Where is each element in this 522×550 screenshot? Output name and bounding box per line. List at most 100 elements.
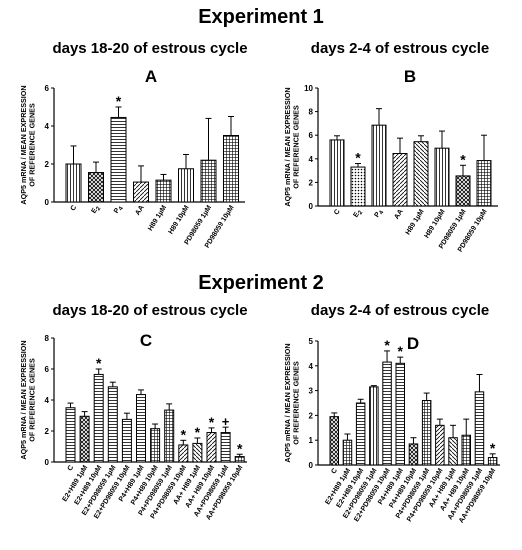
bar [220,432,231,463]
experiment-2-title: Experiment 2 [198,272,324,294]
bar [369,386,379,466]
panel-c-subtitle: days 18-20 of estrous cycle [52,302,248,319]
y-tick-label: 8 [309,108,314,117]
x-tick-label: C [330,467,339,475]
bar [413,141,429,207]
y-tick-label: 6 [45,84,50,93]
bar [178,168,194,203]
panel-d-subtitle: days 2-4 of estrous cycle [310,302,490,319]
bar [421,400,432,466]
panel-letter: A [145,67,157,86]
panel-letter: B [404,67,416,86]
significance-mark: * [460,151,466,167]
significance-mark: * [96,355,102,371]
bar [178,444,189,463]
x-tick-label: H89 1µM [147,204,168,232]
y-tick-label: 6 [309,131,314,140]
panel-c: C AQP5 mRNA / MEAN EXPRESSIONOF REFERENCE… [19,331,247,521]
x-tick-label: AA [393,208,404,220]
y-tick-label: 2 [309,411,314,420]
x-tick-label: E2 [353,208,365,220]
x-tick-label: C [67,464,76,472]
panel-a: A AQP5 mRNA / MEAN EXPRESSIONOF REFERENCE… [19,67,245,249]
y-tick-label: 2 [45,160,50,169]
significance-mark: * [237,440,243,456]
x-tick-label: C [333,208,342,216]
bar [434,147,450,207]
x-tick-label: H89 10µM [424,208,447,239]
y-tick-label: 2 [309,178,314,187]
significance-mark: * [398,343,404,359]
x-tick-label: P4 [113,204,125,216]
y-tick-label: 10 [304,84,313,93]
significance-mark: * [116,93,122,109]
y-axis-label: AQP5 mRNA / MEAN EXPRESSIONOF REFERENCE … [283,87,301,206]
panel-b: B AQP5 mRNA / MEAN EXPRESSIONOF REFERENCE… [283,67,498,253]
y-axis-label: AQP5 mRNA / MEAN EXPRESSIONOF REFERENCE … [283,343,301,462]
y-axis-label: AQP5 mRNA / MEAN EXPRESSIONOF REFERENCE … [19,85,37,204]
significance-mark: * [384,337,390,353]
bar [329,416,339,466]
bar [65,163,82,203]
bar [382,361,392,466]
bar [461,434,471,466]
bar [435,424,445,466]
bar [164,409,175,463]
x-tick-label: P4 [374,208,386,220]
significance-mark: * [355,150,361,166]
y-tick-label: 5 [309,337,314,346]
bar [355,402,366,466]
bar [395,362,405,466]
y-tick-label: 1 [309,436,314,445]
bar [223,135,239,203]
significance-mark: * [209,414,215,430]
y-tick-label: 3 [309,387,314,396]
y-tick-label: 0 [309,202,314,211]
bar [65,407,76,463]
significance-mark: * [490,440,496,456]
y-tick-label: 2 [45,427,50,436]
bar [107,386,118,463]
bar [350,166,366,207]
x-tick-label: C [70,204,79,212]
bar [93,373,104,463]
x-tick-label: H89 1µM [405,208,426,236]
bar [88,172,104,203]
panel-b-subtitle: days 2-4 of estrous cycle [310,40,490,57]
bar [200,159,217,203]
bar [121,418,132,463]
bar [342,439,353,466]
y-tick-label: 4 [45,122,50,131]
y-axis-label: AQP5 mRNA / MEAN EXPRESSIONOF REFERENCE … [19,340,37,459]
experiment-1-title: Experiment 1 [198,6,324,28]
x-tick-label: AA [134,204,145,216]
bar [192,442,203,463]
bar [155,179,172,203]
bar [371,124,387,207]
y-tick-label: 4 [309,362,314,371]
y-tick-label: 4 [309,155,314,164]
panel-d: D AQP5 mRNA / MEAN EXPRESSIONOF REFERENCE… [283,334,500,524]
bar [474,391,485,466]
bar [487,457,498,466]
y-tick-label: 0 [45,198,50,207]
bar [79,415,90,463]
y-tick-label: 0 [309,461,314,470]
bar [206,432,217,463]
y-tick-label: 0 [45,458,50,467]
y-tick-label: 8 [45,334,50,343]
panel-letter: C [140,331,152,350]
y-tick-label: 4 [45,396,50,405]
bar [133,181,149,203]
bar [392,152,408,207]
significance-mark: + [222,414,230,429]
bar [329,139,345,207]
y-tick-label: 6 [45,365,50,374]
bar [150,428,161,463]
bar [110,116,127,203]
x-tick-label: E2 [91,204,103,216]
bar [408,443,419,466]
bar [234,456,245,463]
bar [136,394,146,463]
